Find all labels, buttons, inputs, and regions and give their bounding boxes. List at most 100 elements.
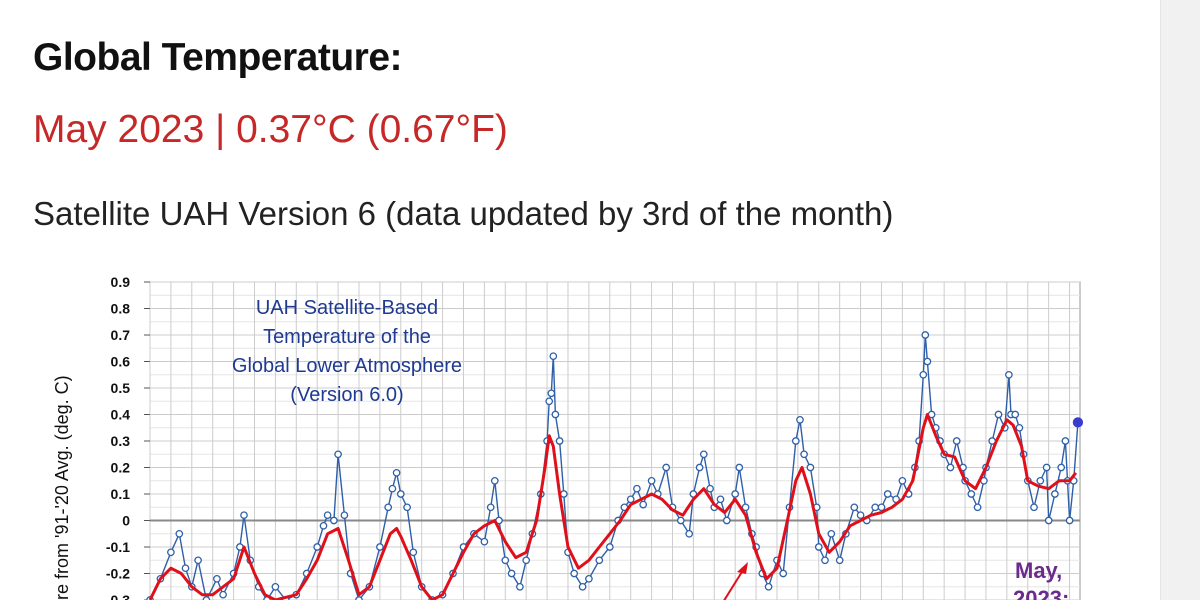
monthly-anomaly-point [699, 450, 708, 459]
monthly-anomaly-point [1051, 490, 1059, 498]
monthly-anomaly-point [570, 569, 579, 578]
monthly-anomaly-point [850, 503, 859, 512]
monthly-anomaly-point [559, 490, 568, 498]
monthly-anomaly-point [271, 582, 280, 591]
monthly-anomaly-point [547, 389, 556, 398]
monthly-anomaly-point [722, 516, 731, 525]
monthly-anomaly-point [883, 490, 892, 498]
monthly-anomaly-point [919, 370, 928, 379]
monthly-anomaly-point [585, 574, 593, 583]
y-axis-label: re from '91-'20 Avg. (deg. C) [52, 375, 72, 600]
monthly-anomaly-point [835, 556, 844, 565]
monthly-anomaly-point [779, 569, 788, 578]
monthly-anomaly-point [392, 468, 401, 477]
monthly-anomaly-point [827, 529, 836, 538]
monthly-anomaly-point [923, 357, 932, 366]
monthly-anomaly-point [551, 410, 560, 419]
y-tick-label: 0.2 [111, 460, 131, 476]
monthly-anomaly-point [676, 516, 685, 525]
monthly-anomaly-point [1005, 370, 1013, 379]
chart-title-line: UAH Satellite-Based [256, 297, 438, 319]
monthly-anomaly-point [313, 543, 322, 551]
y-tick-label: -0.3 [106, 592, 130, 600]
monthly-anomaly-point [1042, 463, 1051, 472]
monthly-anomaly-point [181, 564, 190, 573]
temperature-chart: 0.9 0.8 0.7 0.6 0.5 0.4 0.3 0.2 0.1 0 -0.1 -0.2 -0.3… [52, 274, 1084, 600]
monthly-anomaly-point [486, 503, 495, 512]
monthly-anomaly-point [167, 548, 175, 557]
y-tick-label: 0.4 [111, 407, 131, 423]
monthly-anomaly-point [376, 543, 384, 551]
monthly-anomaly-point [796, 415, 804, 424]
monthly-anomaly-point [731, 490, 740, 498]
page-title: Global Temperature: [33, 36, 403, 79]
monthly-anomaly-point [1015, 423, 1024, 432]
smoothed-average-line [148, 413, 1077, 600]
monthly-anomaly-point [516, 582, 524, 591]
monthly-anomaly-point [800, 450, 808, 459]
monthly-anomaly-point [240, 511, 248, 520]
monthly-anomaly-point [319, 521, 328, 530]
monthly-anomaly-point [507, 569, 516, 578]
monthly-anomaly-point [695, 463, 704, 472]
annotation-label: May, [1015, 558, 1062, 583]
monthly-anomaly-point [1030, 503, 1038, 512]
y-tick-label: -0.2 [106, 566, 130, 582]
monthly-anomaly-point [735, 463, 744, 472]
monthly-anomaly-point [578, 582, 587, 591]
monthly-anomaly-point [685, 529, 694, 538]
monthly-anomaly-point [396, 490, 405, 498]
monthly-anomaly-point [967, 490, 976, 498]
monthly-anomaly-point [555, 437, 564, 445]
monthly-anomaly-point [522, 556, 531, 565]
monthly-anomaly-point [194, 556, 202, 565]
monthly-anomaly-point [1057, 463, 1066, 472]
monthly-anomaly-point [501, 556, 510, 565]
monthly-anomaly-point [213, 574, 221, 583]
monthly-anomaly-point [480, 537, 489, 546]
monthly-anomaly-point [334, 450, 342, 459]
monthly-anomaly-point [647, 476, 656, 485]
monthly-anomaly-point [994, 410, 1003, 419]
monthly-anomaly-point [1011, 410, 1020, 419]
chart-title-line: Global Lower Atmosphere [232, 355, 462, 377]
monthly-anomaly-point [764, 582, 773, 591]
page-subtitle: Satellite UAH Version 6 (data updated by… [33, 195, 894, 232]
annotation-arrow [723, 566, 746, 600]
chart-title: UAH Satellite-Based Temperature of the Glo… [232, 297, 462, 406]
monthly-anomaly-point [626, 495, 635, 504]
monthly-anomaly-point [1061, 437, 1070, 445]
monthly-anomaly-point [340, 511, 349, 520]
monthly-anomaly-point [741, 503, 750, 512]
y-axis-ticks: 0.9 0.8 0.7 0.6 0.5 0.4 0.3 0.2 0.1 0 -0.1 -0.2 -0.3 [106, 274, 150, 600]
monthly-anomaly-point [946, 463, 955, 472]
monthly-anomaly-point [323, 511, 332, 520]
monthly-anomaly-point [490, 476, 499, 485]
monthly-anomaly-point [1065, 516, 1074, 525]
chart-title-line: Temperature of the [263, 326, 431, 348]
monthly-anomaly-point [898, 476, 907, 485]
monthly-anomaly-point [662, 463, 671, 472]
monthly-anomaly-point [545, 397, 554, 406]
monthly-anomaly-point [856, 511, 865, 520]
monthly-anomaly-point [633, 484, 641, 493]
monthly-anomaly-point [814, 543, 823, 551]
monthly-anomaly-point [639, 500, 648, 509]
monthly-anomaly-point [219, 590, 227, 599]
monthly-anomaly-point [706, 484, 714, 493]
monthly-anomaly-point [791, 437, 800, 445]
data-series [146, 331, 1084, 600]
page-gutter [1160, 0, 1200, 600]
monthly-anomaly-point [175, 529, 184, 538]
annotation-arrowhead [737, 562, 748, 574]
monthly-anomaly-point [384, 503, 393, 512]
headline-temperature-reading: May 2023 | 0.37°C (0.67°F) [33, 108, 508, 151]
y-tick-label: 0 [122, 513, 130, 529]
y-tick-label: 0.8 [111, 301, 131, 317]
monthly-anomaly-point [1044, 516, 1053, 525]
y-tick-label: -0.1 [106, 539, 130, 555]
y-tick-label: 0.6 [111, 354, 131, 370]
monthly-anomaly-point [330, 516, 338, 525]
monthly-anomaly-point [877, 503, 886, 512]
monthly-anomaly-point [595, 556, 604, 565]
